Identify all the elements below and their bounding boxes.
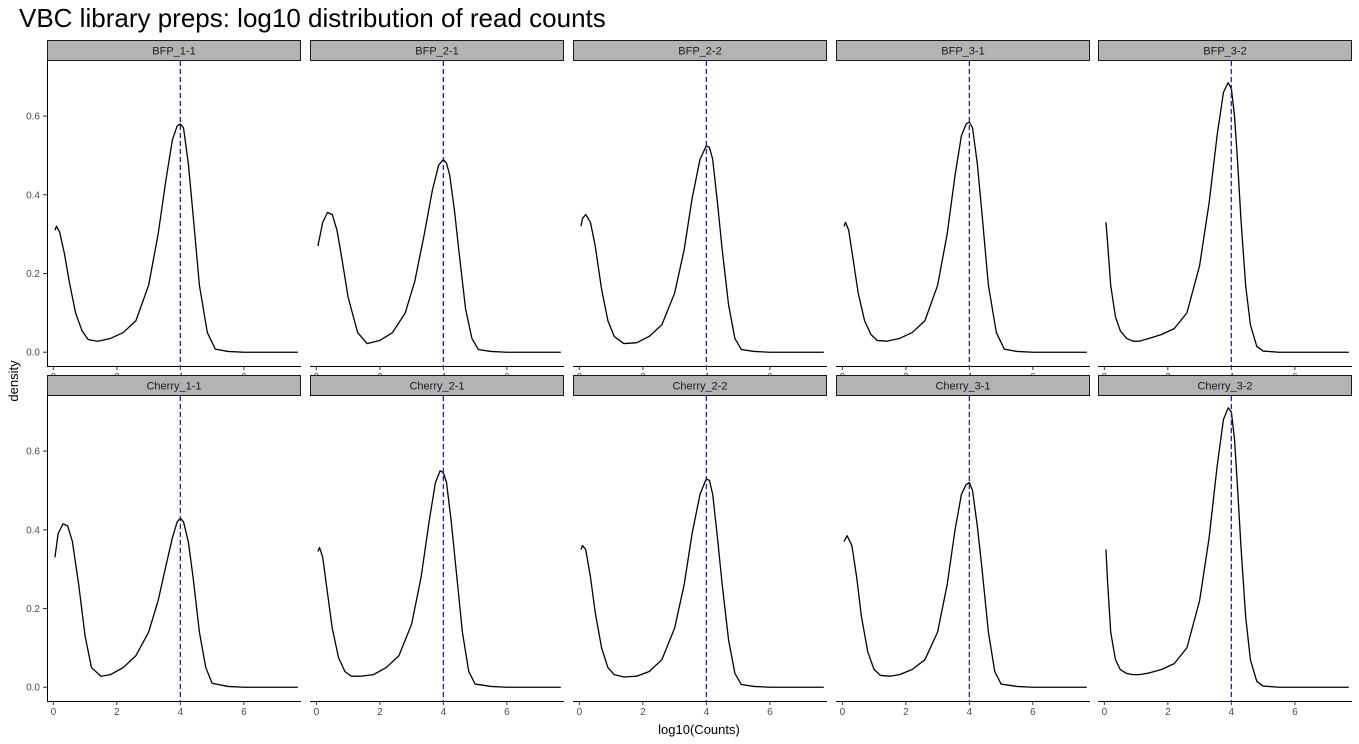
x-tick-label: 0 xyxy=(1102,707,1108,718)
facet-panel: Cherry_2-2 0 2 4 6 xyxy=(573,375,827,718)
facet-strip xyxy=(47,40,301,61)
density-line xyxy=(843,121,1087,353)
x-tick-label: 0 xyxy=(51,707,57,718)
x-tick-label: 6 xyxy=(241,707,247,718)
y-tick-label: 0.6 xyxy=(26,447,40,458)
facet-strip-label: BFP_1-1 xyxy=(152,46,195,58)
facet-strip xyxy=(310,375,564,396)
facet-panel: Cherry_2-1 0 2 4 6 xyxy=(310,375,564,718)
density-line xyxy=(843,481,1087,688)
facet-strip-label: Cherry_2-1 xyxy=(409,381,464,393)
facet-strip xyxy=(836,40,1090,61)
facet-strip-label: Cherry_3-1 xyxy=(935,381,990,393)
y-tick-label: 0.4 xyxy=(26,190,40,201)
x-tick-label: 6 xyxy=(767,707,773,718)
facet-strip xyxy=(1098,40,1352,61)
density-line xyxy=(54,123,298,353)
facet-panel: Cherry_1-1 0 2 4 6 0.0 0.2 0.4 0.6 xyxy=(26,375,301,718)
x-tick-label: 2 xyxy=(114,707,120,718)
facet-panel: Cherry_3-2 0 2 4 6 xyxy=(1098,375,1352,718)
density-line xyxy=(54,517,298,688)
y-axis-title: density xyxy=(6,360,21,402)
x-tick-label: 2 xyxy=(377,707,383,718)
facet-strip xyxy=(573,40,827,61)
x-tick-label: 4 xyxy=(178,707,184,718)
x-tick-label: 2 xyxy=(1165,707,1171,718)
density-line xyxy=(1105,82,1349,353)
facet-strip-label: BFP_2-2 xyxy=(678,46,721,58)
facet-strip xyxy=(47,375,301,396)
facet-panel: Cherry_3-1 0 2 4 6 xyxy=(836,375,1090,718)
x-tick-label: 0 xyxy=(577,707,583,718)
density-line xyxy=(580,478,824,688)
x-tick-label: 2 xyxy=(903,707,909,718)
chart-title: VBC library preps: log10 distribution of… xyxy=(19,3,606,33)
facet-strip xyxy=(310,40,564,61)
facet-strip-label: Cherry_1-1 xyxy=(146,381,201,393)
y-tick-label: 0.0 xyxy=(26,348,40,359)
density-line xyxy=(317,158,561,353)
y-tick-label: 0.2 xyxy=(26,604,40,615)
x-tick-label: 0 xyxy=(314,707,320,718)
density-line xyxy=(317,470,561,688)
facet-strip-label: BFP_2-1 xyxy=(415,46,458,58)
x-tick-label: 6 xyxy=(504,707,510,718)
facet-strip-label: BFP_3-2 xyxy=(1203,46,1246,58)
y-tick-label: 0.0 xyxy=(26,683,40,694)
y-tick-label: 0.6 xyxy=(26,112,40,123)
facet-strip-label: Cherry_3-2 xyxy=(1197,381,1252,393)
x-tick-label: 4 xyxy=(1229,707,1235,718)
facet-strip-label: Cherry_2-2 xyxy=(672,381,727,393)
facet-strip xyxy=(1098,375,1352,396)
x-tick-label: 4 xyxy=(704,707,710,718)
x-tick-label: 0 xyxy=(840,707,846,718)
density-line xyxy=(1105,407,1349,688)
x-tick-label: 4 xyxy=(441,707,447,718)
x-tick-label: 2 xyxy=(640,707,646,718)
y-tick-label: 0.4 xyxy=(26,525,40,536)
y-tick-label: 0.2 xyxy=(26,269,40,280)
facet-strip xyxy=(573,375,827,396)
facet-strip xyxy=(836,375,1090,396)
x-axis-title: log10(Counts) xyxy=(658,722,740,737)
x-tick-label: 6 xyxy=(1030,707,1036,718)
facet-strip-label: BFP_3-1 xyxy=(941,46,984,58)
density-line xyxy=(580,144,824,353)
panels: BFP_1-102460.00.20.40.6BFP_2-10246BFP_2-… xyxy=(26,40,1352,718)
x-tick-label: 6 xyxy=(1292,707,1298,718)
x-tick-label: 4 xyxy=(967,707,973,718)
